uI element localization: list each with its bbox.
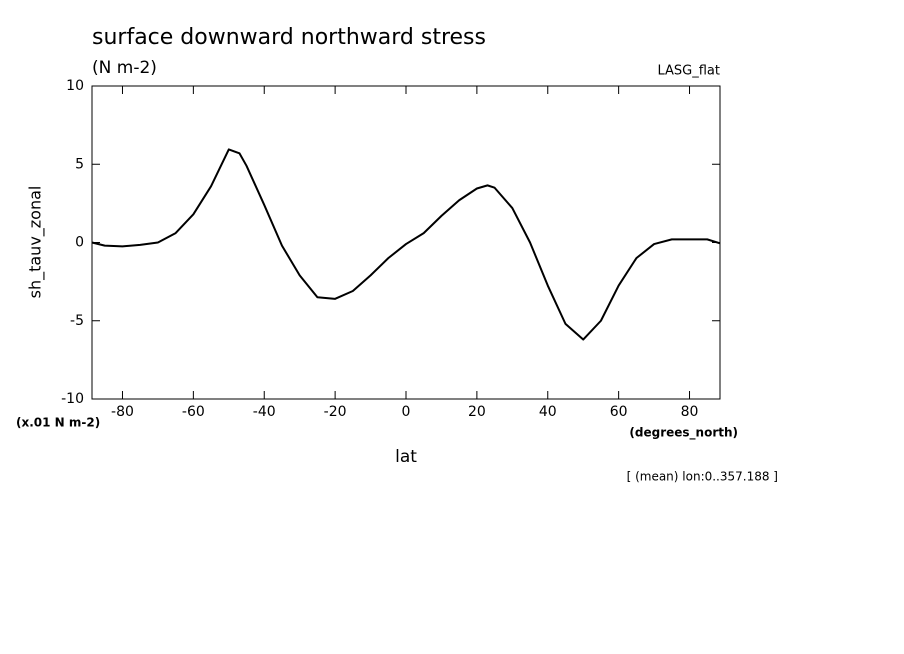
x-tick-label: 0 xyxy=(402,404,411,420)
y-tick-label: 0 xyxy=(75,235,84,251)
footnote: [ (mean) lon:0..357.188 ] xyxy=(627,470,778,484)
y-units: (x.01 N m-2) xyxy=(16,416,100,430)
x-tick-label: 20 xyxy=(468,404,486,420)
y-tick-label: -5 xyxy=(70,313,84,329)
y-tick-label: -10 xyxy=(61,391,84,407)
y-tick-label: 10 xyxy=(66,78,84,94)
x-tick-label: -20 xyxy=(324,404,347,420)
x-tick-label: -80 xyxy=(111,404,134,420)
x-tick-label: -60 xyxy=(182,404,205,420)
chart-title: surface downward northward stress xyxy=(92,25,486,50)
y-tick-label: 5 xyxy=(75,156,84,172)
x-units: (degrees_north) xyxy=(629,426,738,441)
x-tick-label: 40 xyxy=(539,404,557,420)
x-tick-label: 80 xyxy=(681,404,699,420)
x-tick-label: -40 xyxy=(253,404,276,420)
plot-frame xyxy=(91,85,721,400)
chart-subtitle: (N m-2) xyxy=(92,58,157,78)
data-line xyxy=(91,148,721,341)
annotation: LASG_flat xyxy=(657,64,720,79)
x-tick-label: 60 xyxy=(610,404,628,420)
y-axis-label: sh_tauv_zonal xyxy=(26,186,46,299)
x-axis-label: lat xyxy=(395,447,417,467)
